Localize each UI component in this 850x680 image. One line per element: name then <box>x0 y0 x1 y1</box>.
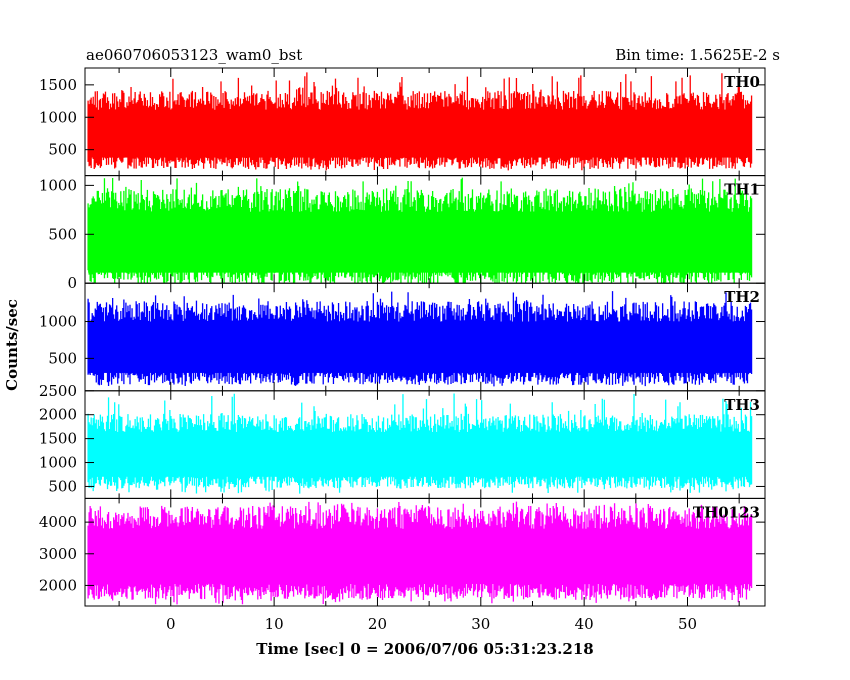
chart-title: ae060706053123_wam0_bst <box>86 46 302 64</box>
panel-label-th2: TH2 <box>724 288 760 306</box>
panel-th1: 0 500 1000 TH1 <box>39 175 766 292</box>
y-tick-label: 4000 <box>39 513 77 531</box>
panel-th2: 500 1000 TH2 <box>39 282 766 392</box>
series-band-th0123 <box>88 528 752 584</box>
y-tick-label: 2500 <box>39 382 77 400</box>
panel-label-th1: TH1 <box>724 181 760 199</box>
y-tick-label: 3000 <box>39 545 77 563</box>
x-tick-label: 30 <box>471 615 490 633</box>
y-tick-label: 1500 <box>39 76 77 94</box>
panel-th3: 500 1000 1500 2000 2500 TH3 <box>39 382 766 499</box>
x-tick-label: 20 <box>368 615 387 633</box>
panel-label-th3: TH3 <box>724 396 760 414</box>
panel-frame <box>84 497 766 607</box>
x-axis-label: Time [sec] 0 = 2006/07/06 05:31:23.218 <box>256 640 593 658</box>
panel-label-th0123: TH0123 <box>693 503 760 521</box>
x-tick-label: 0 <box>166 615 176 633</box>
x-tick-label: 10 <box>265 615 284 633</box>
series-band-th1 <box>88 211 752 273</box>
panel-th0: 500 1000 1500 TH0 <box>39 67 766 177</box>
y-tick-label: 1500 <box>39 430 77 448</box>
series-band-th3 <box>88 431 752 477</box>
x-tick-label: 50 <box>678 615 697 633</box>
y-axis-label: Counts/sec <box>3 299 21 391</box>
panel-label-th0: TH0 <box>724 73 760 91</box>
y-tick-label: 1000 <box>39 313 77 331</box>
y-tick-label: 500 <box>48 141 77 159</box>
y-tick-label: 0 <box>67 274 77 292</box>
y-tick-label: 500 <box>48 349 77 367</box>
y-tick-label: 1000 <box>39 454 77 472</box>
panel-th0123: 2000 3000 4000 TH0123 <box>39 497 766 607</box>
y-tick-label: 500 <box>48 225 77 243</box>
y-tick-label: 1000 <box>39 108 77 126</box>
y-tick-label: 500 <box>48 477 77 495</box>
y-tick-label: 2000 <box>39 576 77 594</box>
y-tick-label: 1000 <box>39 176 77 194</box>
y-tick-label: 2000 <box>39 406 77 424</box>
x-tick-label: 40 <box>575 615 594 633</box>
series-band-th2 <box>88 321 752 373</box>
series-band-th0 <box>88 109 752 158</box>
bin-time-label: Bin time: 1.5625E-2 s <box>615 46 780 64</box>
